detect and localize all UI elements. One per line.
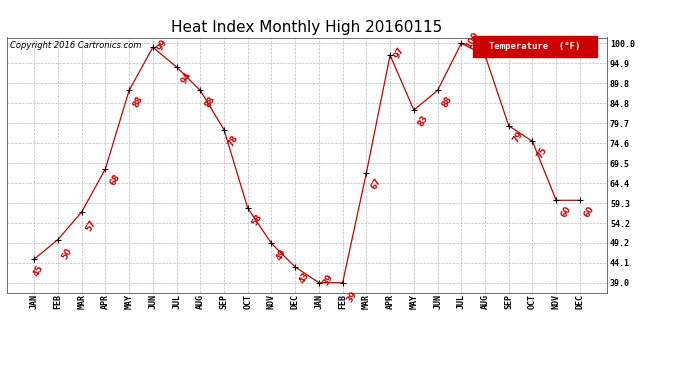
Text: 67: 67 [369, 177, 383, 191]
Text: 79: 79 [511, 130, 525, 144]
Text: 88: 88 [203, 94, 217, 109]
Text: Temperature  (°F): Temperature (°F) [489, 42, 580, 51]
Text: 39: 39 [346, 290, 359, 304]
Text: 39: 39 [322, 273, 335, 287]
Bar [473, 36, 597, 57]
Text: 94: 94 [179, 71, 193, 86]
Text: 45: 45 [32, 263, 45, 278]
Text: 83: 83 [417, 114, 430, 128]
Text: 78: 78 [227, 134, 240, 148]
Text: 75: 75 [535, 145, 549, 160]
Text: 100: 100 [464, 31, 480, 50]
Text: 88: 88 [132, 94, 146, 109]
Text: 49: 49 [274, 247, 288, 262]
Text: 97: 97 [488, 45, 502, 60]
Text: 99: 99 [156, 37, 169, 52]
Text: 68: 68 [108, 173, 121, 188]
Text: 43: 43 [298, 271, 312, 285]
Text: 50: 50 [61, 246, 75, 261]
Title: Heat Index Monthly High 20160115: Heat Index Monthly High 20160115 [171, 20, 443, 35]
Text: 88: 88 [440, 94, 454, 109]
Text: 57: 57 [84, 219, 98, 233]
Text: 97: 97 [393, 45, 406, 60]
Text: 60: 60 [559, 204, 573, 219]
Text: Copyright 2016 Cartronics.com: Copyright 2016 Cartronics.com [10, 41, 141, 50]
Text: 60: 60 [582, 204, 596, 219]
Text: 58: 58 [250, 212, 264, 226]
